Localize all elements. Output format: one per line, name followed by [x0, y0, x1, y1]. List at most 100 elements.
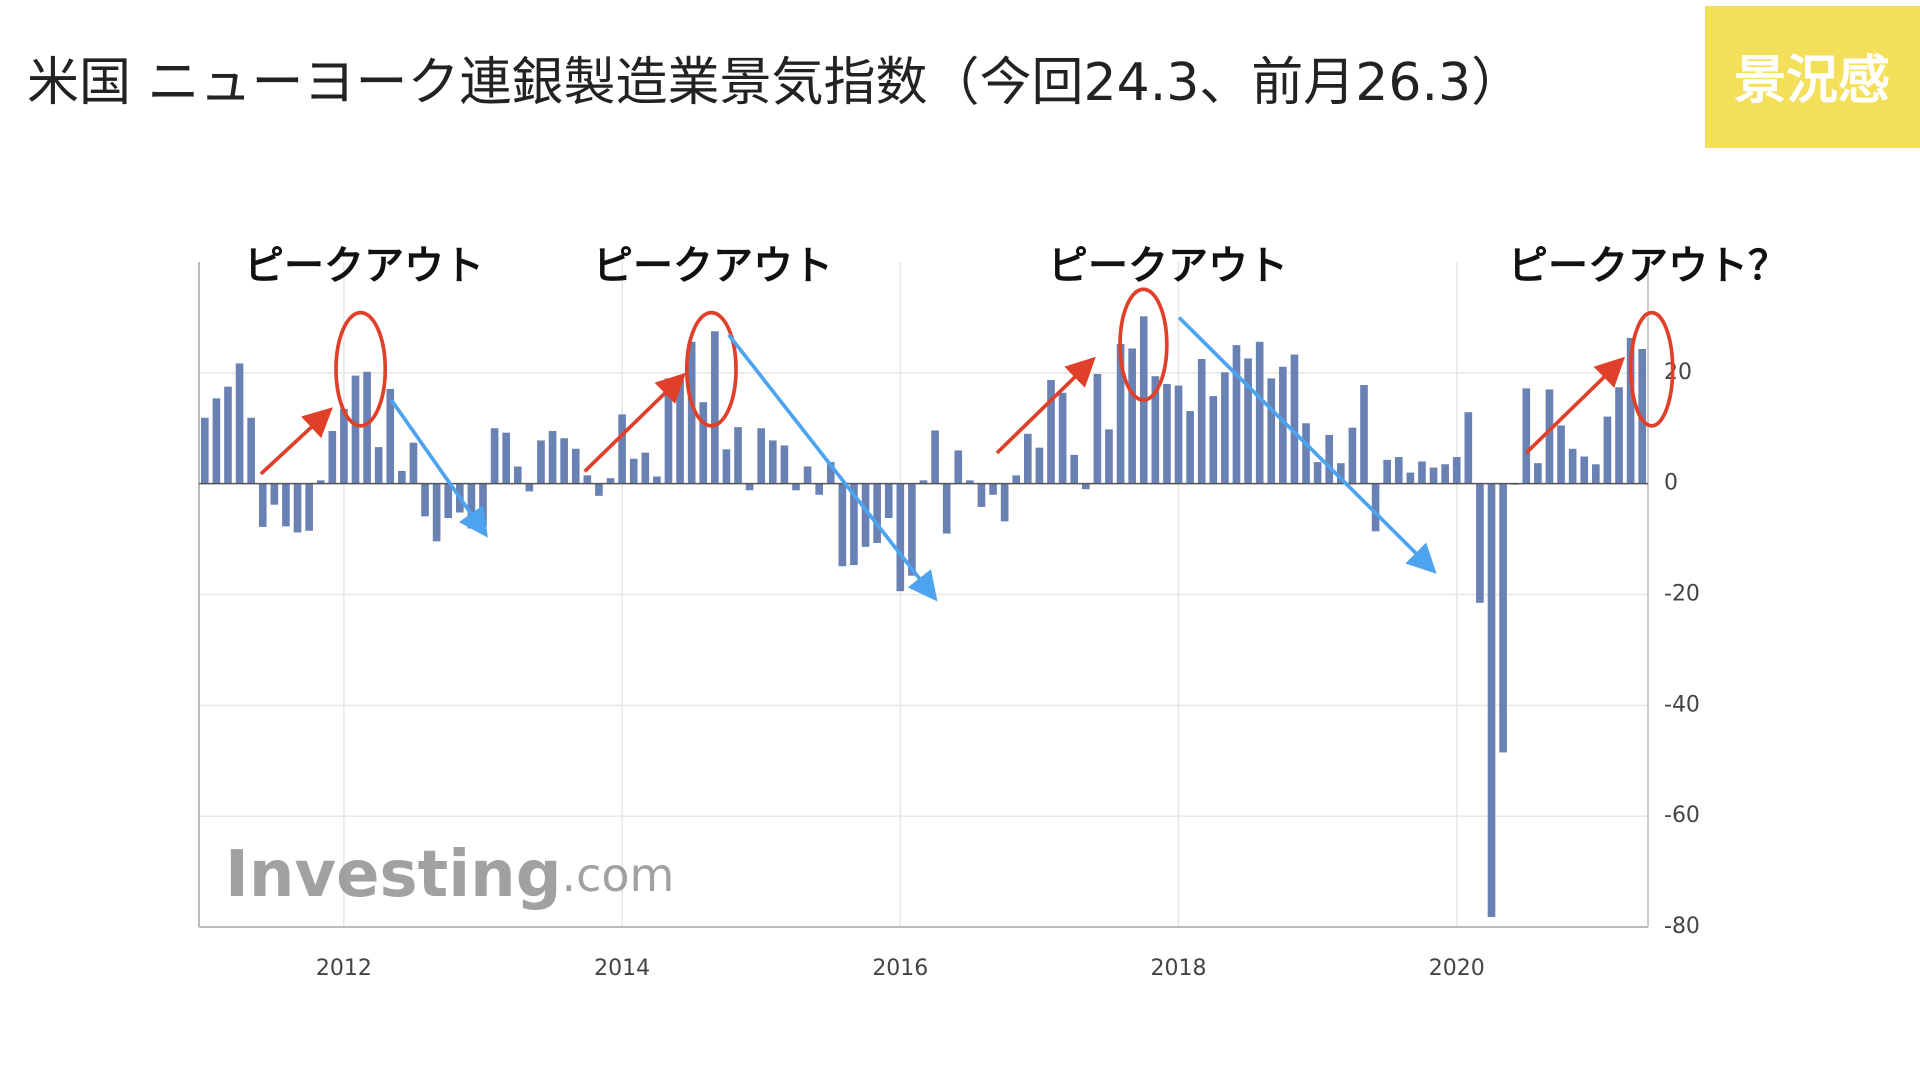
bar — [826, 462, 835, 484]
bar — [293, 483, 302, 533]
overlay — [259, 287, 1675, 602]
bar — [757, 428, 766, 484]
bar — [1058, 392, 1067, 484]
bar — [838, 483, 847, 567]
circle — [1118, 287, 1169, 402]
bar — [444, 483, 453, 519]
bar — [1615, 387, 1623, 484]
bar — [1070, 454, 1079, 484]
bar — [1557, 425, 1565, 484]
x-tick-label: 2012 — [316, 956, 372, 981]
bar — [200, 417, 209, 484]
y-tick-label: 20 — [1664, 360, 1692, 385]
x-tick-label: 2016 — [872, 956, 928, 981]
y-tick-label: -80 — [1664, 914, 1700, 939]
bar — [1568, 448, 1577, 484]
arrow — [389, 398, 488, 538]
y-tick-label: 0 — [1664, 471, 1678, 496]
x-tick-label: 2014 — [594, 956, 650, 981]
bar — [687, 341, 696, 484]
bar — [1313, 462, 1322, 484]
bar — [873, 483, 881, 543]
arrow — [727, 333, 938, 602]
bar — [1499, 483, 1507, 753]
circle — [334, 310, 388, 428]
bar — [479, 483, 487, 527]
arrow — [1524, 356, 1626, 455]
plot: -80 -60 -40 -20 0 20 2012 2014 2016 2018 2020 — [198, 262, 1700, 981]
bar — [1580, 456, 1589, 484]
y-tick-label: -40 — [1664, 692, 1700, 717]
annotation: ピークアウト — [593, 243, 833, 289]
bar — [850, 483, 858, 566]
bar — [1592, 464, 1600, 484]
watermark: Investing.com — [225, 838, 674, 912]
bar — [711, 331, 719, 484]
bar — [1603, 416, 1612, 484]
bar — [537, 440, 545, 484]
bar — [1174, 385, 1183, 484]
bar — [989, 483, 997, 495]
bar — [1545, 389, 1554, 484]
bar — [641, 452, 650, 484]
bar — [560, 438, 568, 484]
bar — [1232, 345, 1241, 484]
bar — [548, 431, 557, 484]
bar — [1186, 411, 1194, 484]
bar — [653, 476, 661, 484]
bar — [1406, 472, 1415, 484]
bar — [745, 483, 754, 491]
bar — [351, 375, 360, 484]
bar — [780, 445, 789, 484]
bar — [1290, 354, 1299, 484]
bar — [1418, 461, 1426, 484]
bar — [583, 475, 592, 484]
bar — [1081, 483, 1090, 490]
annotation: ピークアウト — [244, 243, 484, 289]
bar — [258, 483, 267, 527]
bar — [1128, 348, 1136, 484]
annotations: ピークアウト ピークアウト ピークアウト ピークアウト？ — [244, 243, 1788, 289]
bar — [908, 483, 916, 576]
bar — [1279, 366, 1287, 484]
bar — [896, 483, 905, 592]
bar — [1244, 358, 1252, 484]
bar — [1383, 459, 1392, 484]
bar — [1487, 483, 1496, 918]
bar — [1534, 463, 1542, 484]
bar — [676, 376, 684, 484]
bar — [1024, 433, 1032, 484]
arrow — [995, 356, 1096, 455]
bar — [1047, 380, 1055, 484]
bar — [502, 432, 511, 484]
bar — [224, 386, 232, 484]
y-tick-label: -60 — [1664, 803, 1700, 828]
y-tick-label: -20 — [1664, 582, 1700, 607]
bar — [1348, 427, 1357, 484]
bar — [490, 428, 499, 484]
bar — [1012, 475, 1021, 484]
bar — [525, 483, 534, 492]
bar — [1476, 483, 1484, 603]
bar — [363, 371, 371, 484]
annotation: ピークアウト？ — [1508, 243, 1788, 289]
bar — [1163, 383, 1171, 484]
bar — [467, 483, 476, 529]
bar — [861, 483, 870, 547]
page-title: 米国 ニューヨーク連銀製造業景気指数（今回24.3、前月26.3） — [27, 53, 1523, 113]
bar — [931, 430, 939, 484]
bar — [374, 447, 383, 484]
bar — [664, 378, 673, 484]
bar — [247, 417, 255, 484]
annotation: ピークアウト — [1048, 243, 1288, 289]
bar — [316, 480, 325, 484]
bar — [398, 470, 406, 484]
bar — [595, 483, 603, 496]
bar — [1522, 388, 1531, 484]
arrow — [259, 407, 333, 476]
bar — [305, 483, 313, 531]
bar — [270, 483, 279, 505]
bar — [513, 466, 522, 484]
watermark-suffix: .com — [562, 848, 675, 902]
